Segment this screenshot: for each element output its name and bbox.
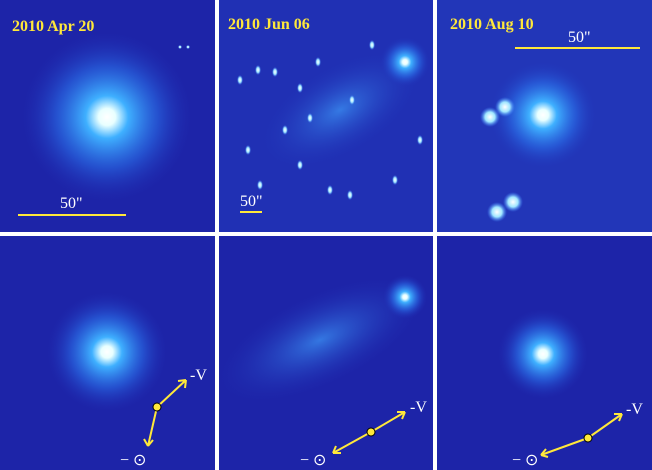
direction-arrows — [143, 379, 623, 458]
sun-label: − ⊙ — [300, 452, 326, 469]
velocity-label: -V — [626, 401, 643, 418]
comets — [22, 32, 598, 412]
scale-label: 50" — [60, 195, 83, 212]
velocity-label: -V — [410, 399, 427, 416]
scale-bars — [18, 47, 640, 216]
velocity-label: -V — [190, 367, 207, 384]
date-label: 2010 Apr 20 — [12, 18, 94, 35]
sun-label: − ⊙ — [120, 452, 146, 469]
date-label: 2010 Jun 06 — [228, 16, 310, 33]
scale-label: 50" — [568, 29, 591, 46]
sun-label: − ⊙ — [512, 452, 538, 469]
date-label: 2010 Aug 10 — [450, 16, 534, 33]
stars — [178, 40, 423, 200]
scale-label: 50" — [240, 193, 263, 210]
